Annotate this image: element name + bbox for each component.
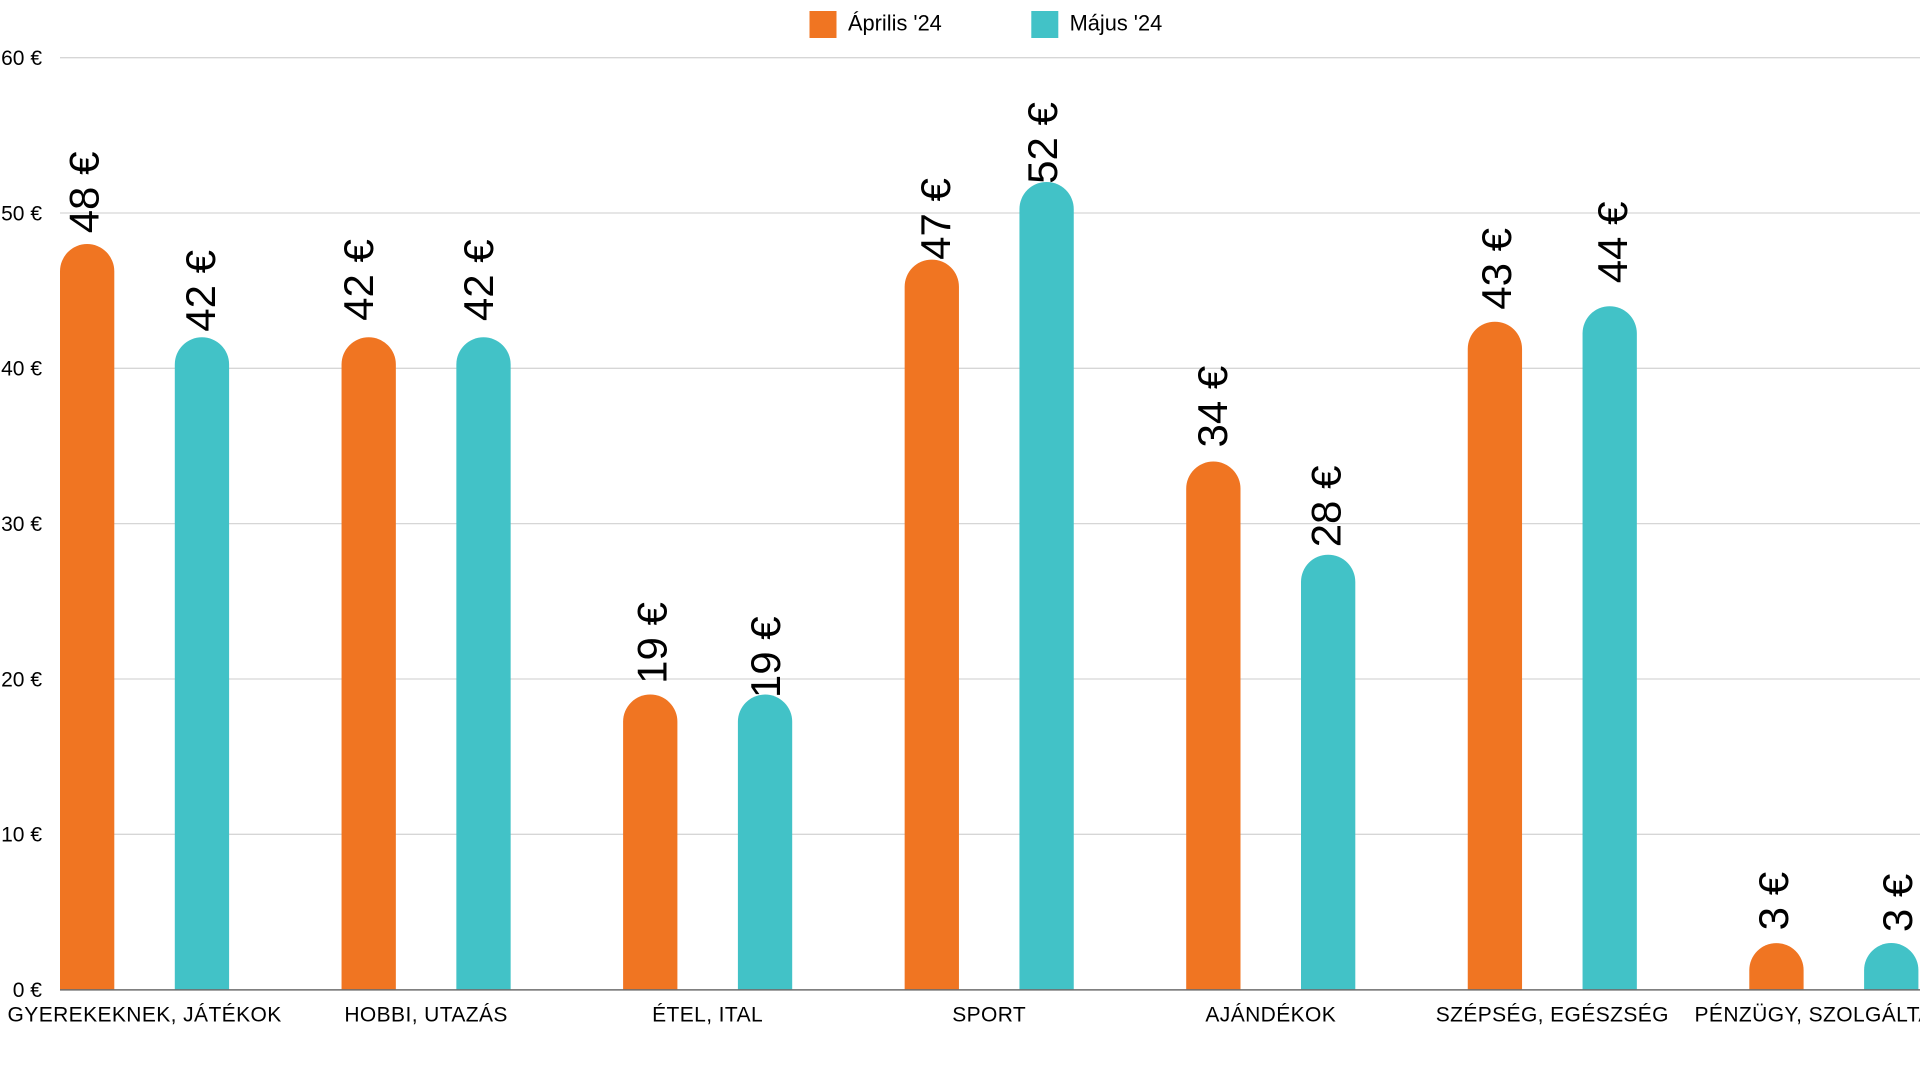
svg-text:42 €: 42 € (455, 239, 502, 321)
svg-text:28 €: 28 € (1302, 466, 1349, 548)
svg-text:0 €: 0 € (13, 979, 43, 1002)
svg-text:GYEREKEKNEK, JÁTÉKOK: GYEREKEKNEK, JÁTÉKOK (8, 1004, 282, 1027)
svg-text:Május '24: Május '24 (1070, 11, 1163, 36)
svg-text:HOBBI, UTAZÁS: HOBBI, UTAZÁS (344, 1004, 508, 1027)
svg-text:44 €: 44 € (1589, 202, 1636, 284)
svg-text:42 €: 42 € (335, 239, 382, 321)
svg-text:30 €: 30 € (1, 513, 42, 536)
svg-text:PÉNZÜGY, SZOLGÁLTATÁS: PÉNZÜGY, SZOLGÁLTATÁS (1695, 1004, 1920, 1027)
svg-text:50 €: 50 € (1, 202, 42, 225)
svg-text:Április '24: Április '24 (848, 11, 942, 36)
svg-text:SZÉPSÉG, EGÉSZSÉG: SZÉPSÉG, EGÉSZSÉG (1436, 1004, 1669, 1027)
svg-text:43 €: 43 € (1473, 228, 1520, 310)
svg-text:52 €: 52 € (1019, 102, 1066, 184)
svg-text:40 €: 40 € (1, 358, 42, 381)
svg-text:19 €: 19 € (742, 616, 789, 698)
svg-text:SPORT: SPORT (952, 1004, 1026, 1027)
svg-text:10 €: 10 € (1, 824, 42, 847)
svg-text:AJÁNDÉKOK: AJÁNDÉKOK (1205, 1004, 1336, 1027)
svg-text:3 €: 3 € (1750, 872, 1797, 930)
svg-text:47 €: 47 € (912, 178, 959, 260)
svg-text:3 €: 3 € (1874, 874, 1920, 932)
svg-text:42 €: 42 € (177, 250, 224, 332)
svg-text:ÉTEL, ITAL: ÉTEL, ITAL (652, 1004, 763, 1027)
svg-text:34 €: 34 € (1189, 366, 1236, 448)
svg-text:48 €: 48 € (60, 152, 107, 234)
svg-text:60 €: 60 € (1, 47, 42, 70)
svg-text:20 €: 20 € (1, 668, 42, 691)
svg-text:19 €: 19 € (628, 602, 675, 684)
